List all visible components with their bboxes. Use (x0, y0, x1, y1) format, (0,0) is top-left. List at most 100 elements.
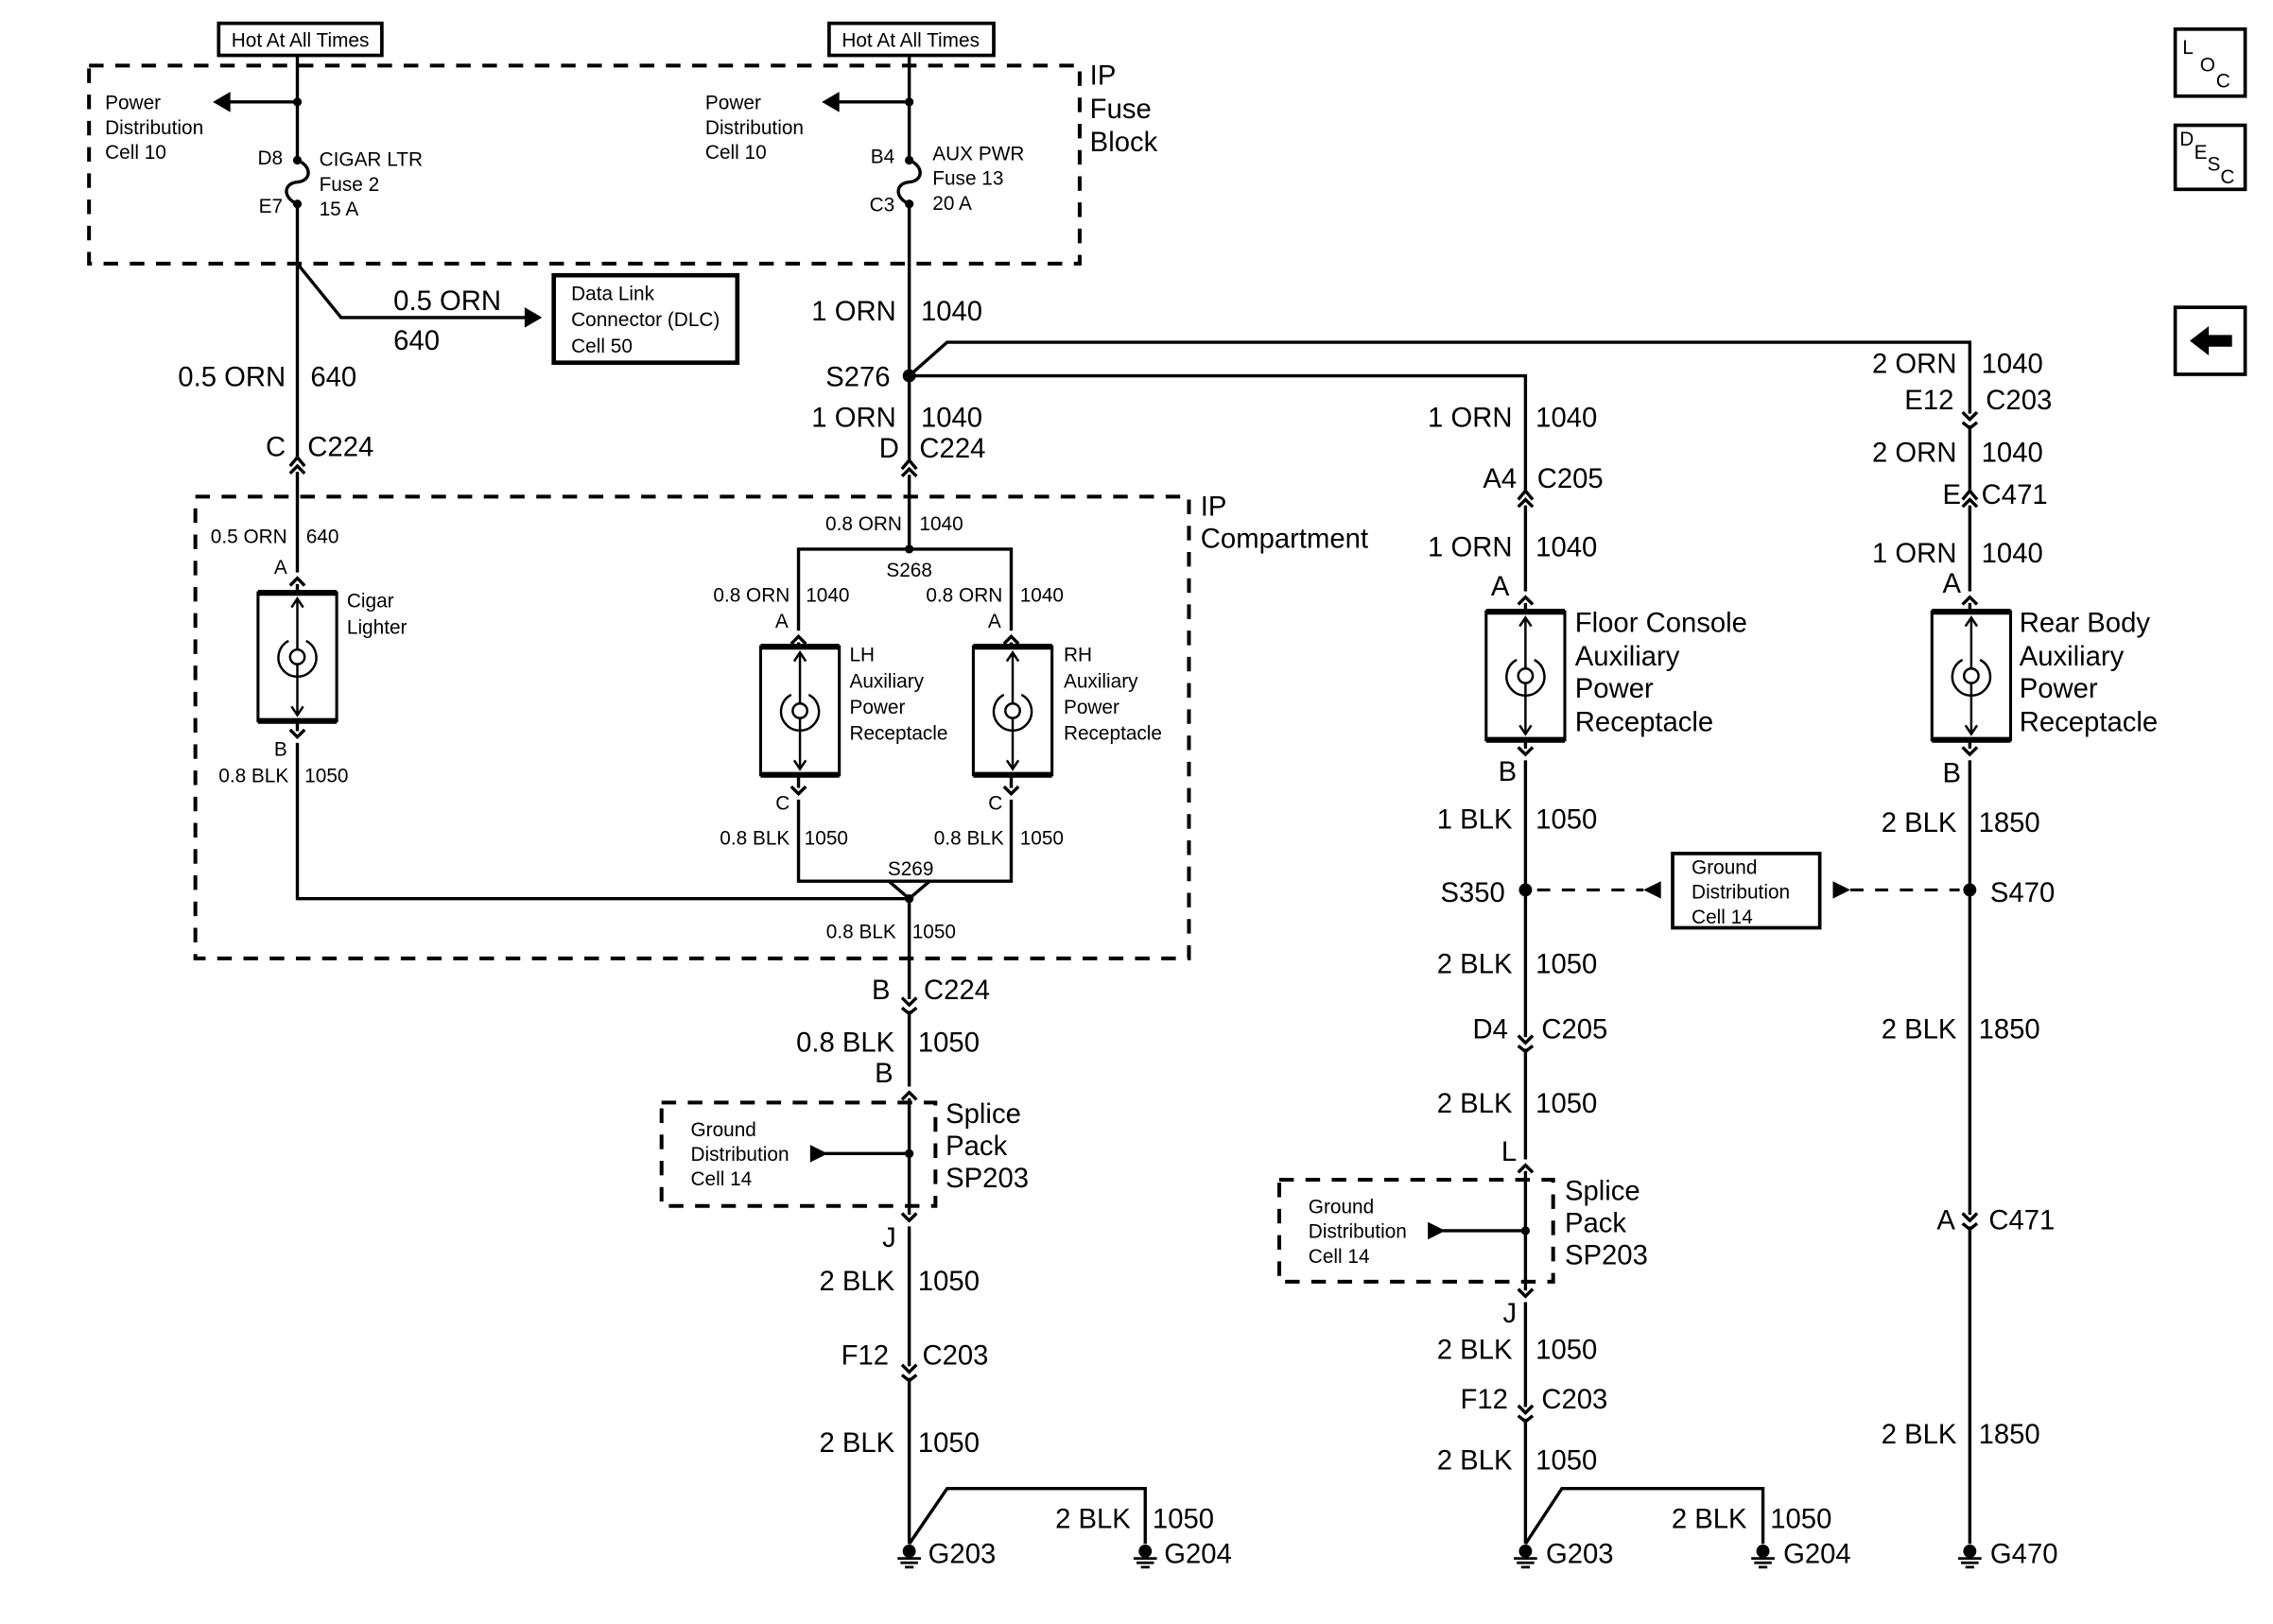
fuse-aux-symbol (896, 158, 922, 206)
connector-pin: C (266, 432, 286, 462)
connector-symbol (1961, 595, 1979, 606)
device-label: Auxiliary (1064, 670, 1138, 692)
connector-pin: E12 (1904, 386, 1953, 416)
connector-pin: J (1503, 1299, 1518, 1329)
loc-button-label[interactable]: O (2200, 54, 2215, 76)
wire-g204-floor (1523, 1487, 1765, 1546)
wire-gauge-color: 0.8 ORN (713, 584, 789, 606)
wire-gauge-color: 2 BLK (1882, 1420, 1957, 1450)
connector-symbol (1517, 1287, 1535, 1299)
device-label: Power (1064, 697, 1119, 718)
connector-id: C203 (1986, 386, 2052, 416)
ground-icon (1133, 1557, 1157, 1569)
wire-circuit: 1850 (1979, 1420, 2040, 1450)
desc-button-label[interactable]: E (2195, 142, 2208, 164)
connector-pin: C (775, 793, 789, 815)
fuse-cigar-symbol (285, 158, 310, 206)
dlc-text: 0.5 ORN 640 Data Link Connector (DLC) Ce… (393, 283, 720, 356)
wire-circuit: 1050 (1770, 1504, 1831, 1534)
wire-gauge-color: 0.8 BLK (720, 828, 789, 850)
floor-circuit-text: 1 ORN 1040 A4 C205 1 ORN 1040 A Floor Co… (1309, 403, 1851, 1569)
wire-gauge-color: 2 BLK (1672, 1504, 1747, 1534)
splice-id: S276 (825, 362, 890, 392)
connector-id: C205 (1541, 1015, 1607, 1045)
power-distribution-ref[interactable]: Distribution (105, 117, 203, 139)
fuse-label: AUX PWR (932, 143, 1024, 164)
desc-button-label[interactable]: S (2207, 153, 2220, 175)
wire-gauge-color: 2 BLK (1437, 949, 1513, 979)
ground-distribution-ref[interactable]: Ground (1309, 1196, 1374, 1218)
ground-distribution-ref[interactable]: Ground (1692, 856, 1757, 878)
nav-text[interactable]: L O C D E S C (2179, 37, 2234, 188)
junction-dot (292, 155, 303, 165)
device-label: Receptacle (849, 723, 947, 745)
connector-pin: B (1943, 758, 1962, 788)
connector-symbol (1517, 595, 1535, 606)
wire-circuit: 1050 (1536, 949, 1597, 979)
connector-symbol (1517, 488, 1535, 509)
wire-gauge-color: 1 ORN (811, 403, 895, 433)
center-circuit-text: 1 ORN 1040 S276 1 ORN 1040 D C224 0.8 OR… (691, 297, 1232, 1569)
wire-circuit: 1040 (806, 584, 849, 606)
ground-distribution-ref[interactable]: Distribution (1692, 882, 1790, 904)
fuse-label: 15 A (320, 199, 359, 220)
wire-gauge-color: 0.8 ORN (926, 584, 1002, 606)
wire-gauge-color: 2 BLK (1437, 1336, 1513, 1366)
wire-gauge-color: 0.5 ORN (393, 286, 501, 317)
ground-distribution-ref[interactable]: Ground (691, 1119, 756, 1141)
ip-compartment-title: IP (1201, 492, 1227, 522)
left-arrow-icon[interactable] (2190, 326, 2232, 355)
power-distribution-ref[interactable]: Distribution (705, 117, 804, 139)
connector-symbol (288, 455, 306, 475)
loc-button-label[interactable]: L (2182, 37, 2194, 59)
connector-pin: A (1943, 569, 1962, 599)
connector-pin: B (1499, 757, 1518, 787)
ground-distribution-ref[interactable]: Cell 14 (1692, 907, 1753, 928)
wire-gauge-color: 0.8 ORN (825, 513, 902, 535)
splice-dot (902, 369, 916, 383)
ground-id: G203 (1546, 1539, 1614, 1569)
connector-pin: F12 (1460, 1385, 1507, 1415)
ground-distribution-ref[interactable]: Cell 14 (691, 1168, 753, 1190)
power-distribution-ref[interactable]: Cell 10 (105, 142, 166, 164)
ground-id: G470 (1990, 1539, 2058, 1569)
splice-dot (1963, 883, 1977, 897)
connector-id: C205 (1537, 464, 1604, 494)
power-distribution-ref[interactable]: Power (705, 93, 761, 114)
dlc-label[interactable]: Data Link (571, 283, 654, 304)
desc-button-label[interactable]: C (2220, 166, 2234, 188)
desc-button-box[interactable] (2173, 123, 2247, 192)
junction-dot (905, 97, 914, 107)
connector-pin: A (1491, 572, 1510, 602)
ground-distribution-ref[interactable]: Cell 14 (1309, 1246, 1370, 1268)
ground-dot (902, 1545, 916, 1558)
dlc-label[interactable]: Connector (DLC) (571, 309, 720, 331)
splice-arrow-head-center (809, 1145, 828, 1163)
connector-pin: C (988, 793, 1002, 815)
wire-circuit: 640 (393, 326, 440, 356)
fuse-label: Fuse 13 (932, 168, 1003, 190)
wire-circuit: 1040 (921, 297, 982, 327)
loc-button-box[interactable] (2173, 26, 2247, 98)
splice-pack-label: Splice (1565, 1177, 1640, 1207)
dlc-label[interactable]: Cell 50 (571, 336, 633, 357)
connector-symbol (1517, 1163, 1535, 1174)
connector-pin: D4 (1472, 1015, 1507, 1045)
fuse-label: CIGAR LTR (320, 149, 423, 171)
arrow-ground-right (1832, 881, 1850, 899)
connector-symbol (1517, 746, 1535, 757)
wire-gauge-color: 1 BLK (1437, 805, 1513, 836)
ground-distribution-ref[interactable]: Distribution (1309, 1221, 1407, 1243)
connector-symbol (900, 458, 918, 478)
connector-id: C224 (307, 432, 373, 462)
power-distribution-ref[interactable]: Cell 10 (705, 142, 767, 164)
wire-circuit: 1040 (1982, 539, 2043, 569)
desc-button-label[interactable]: D (2179, 129, 2194, 150)
power-distribution-ref[interactable]: Power (105, 93, 161, 114)
loc-button-label[interactable]: C (2216, 70, 2230, 92)
connector-pin: A (274, 557, 287, 579)
splice-pack-floor (1276, 1178, 1555, 1284)
ground-distribution-ref[interactable]: Distribution (691, 1144, 789, 1166)
splice-dot (1518, 883, 1533, 897)
